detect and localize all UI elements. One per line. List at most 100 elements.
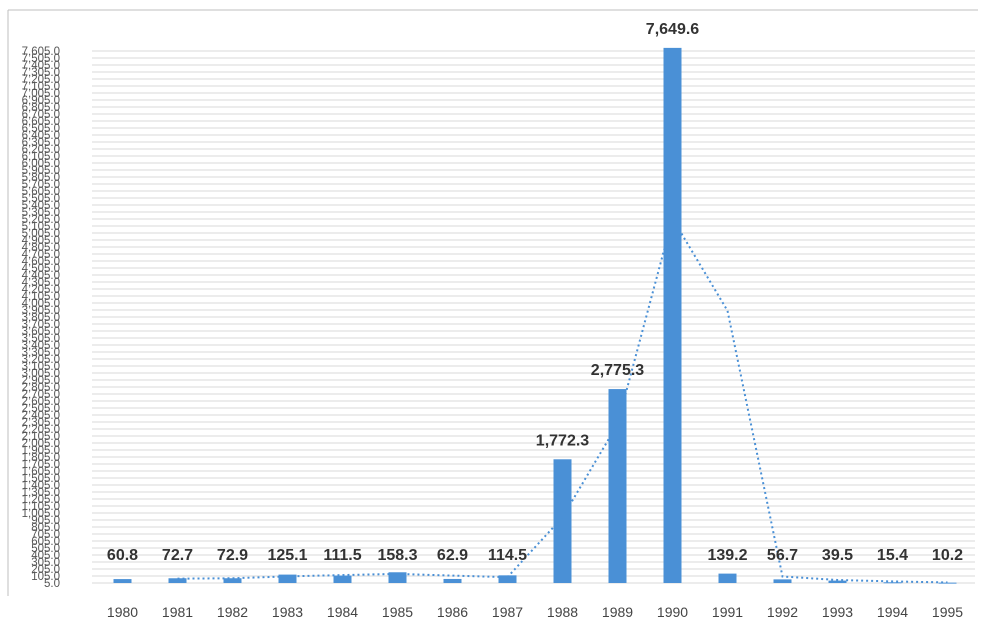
y-tick-label: 1,105.0 xyxy=(22,501,60,513)
y-tick-label: 1,405.0 xyxy=(22,480,60,492)
bar-1994 xyxy=(883,582,902,584)
y-tick-label: 4,105.0 xyxy=(22,291,60,303)
bar-1986 xyxy=(443,578,462,583)
y-tick-label: 2,705.0 xyxy=(22,389,60,401)
data-label: 10.2 xyxy=(932,547,963,564)
y-tick-label: 905.0 xyxy=(31,515,60,527)
y-tick-label: 6,905.0 xyxy=(22,95,60,107)
trendline-path xyxy=(177,215,948,584)
y-tick-label: 3,305.0 xyxy=(22,347,60,359)
bar-1987 xyxy=(498,575,517,583)
y-tick-label: 1,305.0 xyxy=(22,487,60,499)
bar-1992 xyxy=(773,579,792,583)
y-tick-label: 4,505.0 xyxy=(22,263,60,275)
y-tick-label: 5,705.0 xyxy=(22,179,60,191)
y-tick-label: 7,005.0 xyxy=(22,88,60,100)
y-tick-label: 5,405.0 xyxy=(22,200,60,212)
data-label: 111.5 xyxy=(323,547,361,564)
y-tick-label: 5,805.0 xyxy=(22,172,60,184)
x-tick-label: 1989 xyxy=(602,604,633,620)
y-tick-label: 3,905.0 xyxy=(22,305,60,317)
y-tick-label: 1,605.0 xyxy=(22,466,60,478)
data-label: 72.7 xyxy=(162,547,193,564)
x-tick-label: 1983 xyxy=(272,604,303,620)
y-tick-label: 4,605.0 xyxy=(22,256,60,268)
y-tick-label: 4,805.0 xyxy=(22,242,60,254)
y-tick-label: 6,605.0 xyxy=(22,116,60,128)
y-tick-label: 505.0 xyxy=(31,543,60,555)
x-tick-label: 1986 xyxy=(437,604,468,620)
data-labels: 60.8 72.7 72.9 125.1 111.5 158.3 62.9 114.5 1,77… xyxy=(107,21,963,564)
x-tick-label: 1990 xyxy=(657,604,688,620)
y-tick-label: 6,705.0 xyxy=(22,109,60,121)
y-tick-label: 7,605.0 xyxy=(22,46,60,58)
trendline xyxy=(177,215,948,584)
y-tick-label: 2,905.0 xyxy=(22,375,60,387)
data-label: 2,775.3 xyxy=(591,362,644,379)
y-tick-label: 6,305.0 xyxy=(22,137,60,149)
bar-1982 xyxy=(223,578,242,583)
x-tick-label: 1982 xyxy=(217,604,248,620)
bar-1984 xyxy=(333,575,352,583)
y-tick-label: 3,705.0 xyxy=(22,319,60,331)
x-tick-label: 1995 xyxy=(932,604,963,620)
bar-1980 xyxy=(113,579,132,583)
y-tick-label: 5,605.0 xyxy=(22,186,60,198)
y-tick-label: 2,305.0 xyxy=(22,417,60,429)
x-tick-label: 1988 xyxy=(547,604,578,620)
bar-1993 xyxy=(828,580,847,583)
y-tick-label: 3,605.0 xyxy=(22,326,60,338)
y-tick-label: 2,605.0 xyxy=(22,396,60,408)
x-tick-label: 1993 xyxy=(822,604,853,620)
y-tick-label: 4,405.0 xyxy=(22,270,60,282)
bar-1990 xyxy=(663,47,682,584)
data-label: 139.2 xyxy=(707,547,747,564)
y-tick-label: 3,005.0 xyxy=(22,368,60,380)
x-tick-label: 1981 xyxy=(162,604,193,620)
y-tick-label: 3,405.0 xyxy=(22,340,60,352)
y-tick-label: 405.0 xyxy=(31,550,60,562)
bar-1988 xyxy=(553,459,572,583)
data-label: 39.5 xyxy=(822,547,853,564)
y-tick-label: 5,905.0 xyxy=(22,165,60,177)
y-tick-label: 5,005.0 xyxy=(22,228,60,240)
y-tick-label: 3,805.0 xyxy=(22,312,60,324)
y-tick-label: 5,505.0 xyxy=(22,193,60,205)
y-tick-label: 1,905.0 xyxy=(22,445,60,457)
x-tick-label: 1985 xyxy=(382,604,413,620)
y-tick-label: 1,205.0 xyxy=(22,494,60,506)
y-tick-label: 2,005.0 xyxy=(22,438,60,450)
y-tick-label: 1,805.0 xyxy=(22,452,60,464)
y-tick-label: 7,505.0 xyxy=(22,53,60,65)
y-tick-label: 1,705.0 xyxy=(22,459,60,471)
y-tick-label: 3,205.0 xyxy=(22,354,60,366)
y-tick-label: 7,205.0 xyxy=(22,74,60,86)
x-tick-label: 1987 xyxy=(492,604,523,620)
x-tick-label: 1980 xyxy=(107,604,138,620)
y-tick-label: 2,505.0 xyxy=(22,403,60,415)
y-tick-label: 605.0 xyxy=(31,536,60,548)
y-tick-label: 7,405.0 xyxy=(22,60,60,72)
y-tick-label: 1,005.0 xyxy=(22,508,60,520)
x-tick-label: 1984 xyxy=(327,604,358,620)
y-tick-label: 4,705.0 xyxy=(22,249,60,261)
data-label: 15.4 xyxy=(877,547,908,564)
data-label: 125.1 xyxy=(267,547,307,564)
x-tick-label: 1992 xyxy=(767,604,798,620)
data-label: 114.5 xyxy=(488,547,527,564)
y-tick-label: 2,105.0 xyxy=(22,431,60,443)
y-tick-label: 6,105.0 xyxy=(22,151,60,163)
bar-1981 xyxy=(168,578,187,583)
y-tick-label: 6,205.0 xyxy=(22,144,60,156)
data-label: 158.3 xyxy=(377,547,417,564)
data-label: 7,649.6 xyxy=(646,21,699,38)
x-tick-label: 1991 xyxy=(712,604,743,620)
bars xyxy=(113,47,957,584)
y-tick-label: 3,505.0 xyxy=(22,333,60,345)
y-tick-label: 4,905.0 xyxy=(22,235,60,247)
y-tick-label: 3,105.0 xyxy=(22,361,60,373)
y-tick-label: 5,205.0 xyxy=(22,214,60,226)
bar-1991 xyxy=(718,573,737,583)
bar-1983 xyxy=(278,574,297,583)
